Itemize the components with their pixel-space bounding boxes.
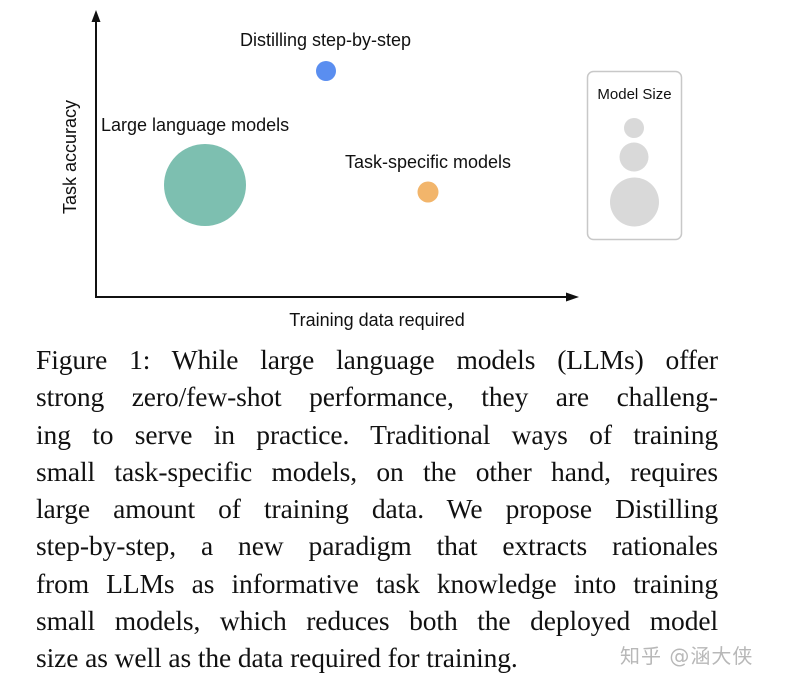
legend-small-bubble xyxy=(624,118,644,138)
caption-line: small models, which reduces both the dep… xyxy=(36,605,718,637)
y-axis-arrow-icon xyxy=(91,10,101,22)
task-specific-bubble xyxy=(417,181,439,203)
legend-medium-bubble xyxy=(619,142,649,172)
distilling-bubble xyxy=(316,61,336,81)
caption-line: size as well as the data required for tr… xyxy=(36,642,518,674)
model-size-legend: Model Size xyxy=(586,70,683,241)
distilling-label: Distilling step-by-step xyxy=(240,30,411,50)
y-axis-label: Task accuracy xyxy=(60,100,80,214)
llm-bubble xyxy=(164,144,246,226)
caption-line: large amount of training data. We propos… xyxy=(36,493,718,525)
figure-caption: Figure 1: While large language models (L… xyxy=(36,341,718,677)
llm-label: Large language models xyxy=(101,115,289,135)
caption-line: from LLMs as informative task knowledge … xyxy=(36,567,718,599)
caption-line: small task-specific models, on the other… xyxy=(36,455,718,487)
x-axis-label: Training data required xyxy=(289,310,464,330)
caption-line: strong zero/few-shot performance, they a… xyxy=(36,381,718,413)
caption-line: Figure 1: While large language models (L… xyxy=(36,344,718,375)
caption-line: ing to serve in practice. Traditional wa… xyxy=(36,418,718,450)
task-specific-label: Task-specific models xyxy=(345,152,511,172)
legend-large-bubble xyxy=(610,177,659,227)
caption-line: step-by-step, a new paradigm that extrac… xyxy=(36,530,718,562)
bubble-chart: Task accuracy Training data required Dis… xyxy=(60,10,683,330)
watermark: 知乎 @涵大侠 xyxy=(620,644,754,668)
legend-title: Model Size xyxy=(597,86,671,103)
x-axis-arrow-icon xyxy=(566,292,579,302)
